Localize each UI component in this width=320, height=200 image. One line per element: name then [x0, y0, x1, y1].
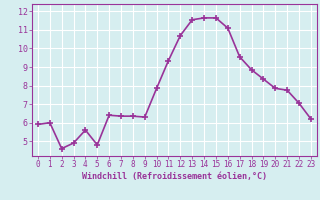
X-axis label: Windchill (Refroidissement éolien,°C): Windchill (Refroidissement éolien,°C) — [82, 172, 267, 181]
